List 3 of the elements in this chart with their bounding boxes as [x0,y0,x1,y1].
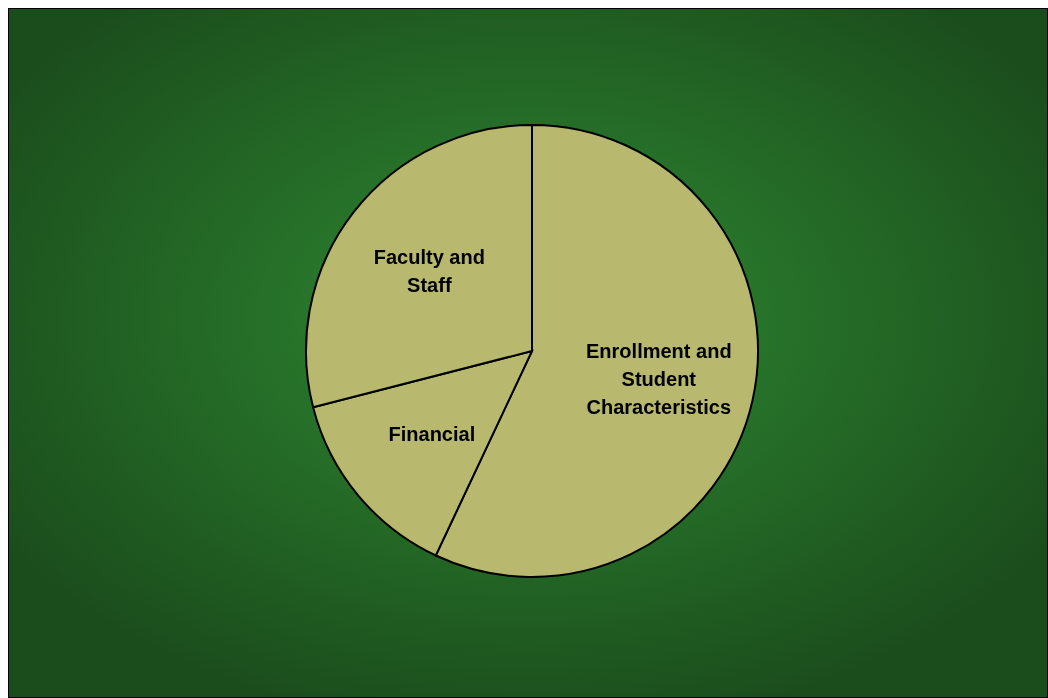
slice-label: Enrollment and Student Characteristics [586,340,732,419]
slice-label: Financial [388,422,476,445]
slice-label: Faculty and Staff [373,246,485,297]
